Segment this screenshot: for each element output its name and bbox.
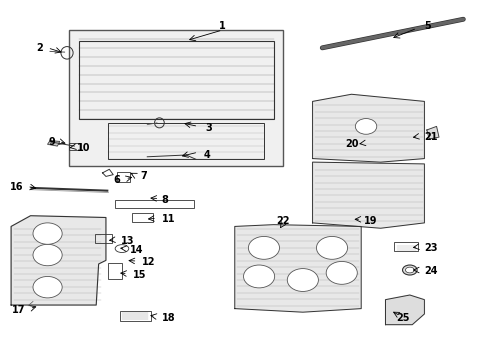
Text: 14: 14	[130, 245, 143, 255]
Polygon shape	[426, 126, 438, 139]
Circle shape	[287, 269, 318, 292]
Circle shape	[316, 237, 347, 259]
Text: 13: 13	[120, 236, 134, 246]
FancyBboxPatch shape	[69, 30, 283, 166]
Text: 9: 9	[48, 138, 55, 148]
Text: 20: 20	[345, 139, 358, 149]
Polygon shape	[11, 216, 106, 305]
Circle shape	[248, 237, 279, 259]
Polygon shape	[312, 162, 424, 228]
Circle shape	[243, 265, 274, 288]
Polygon shape	[47, 141, 60, 146]
Text: 11: 11	[162, 214, 175, 224]
Text: 6: 6	[114, 175, 120, 185]
Circle shape	[33, 276, 62, 298]
Circle shape	[325, 261, 357, 284]
Ellipse shape	[405, 267, 413, 273]
Text: 10: 10	[77, 143, 90, 153]
Text: 25: 25	[395, 312, 408, 323]
Text: 23: 23	[424, 243, 437, 253]
Text: 17: 17	[12, 305, 26, 315]
Text: 5: 5	[424, 21, 430, 31]
Text: 4: 4	[203, 150, 209, 160]
Text: 19: 19	[363, 216, 376, 226]
Text: 12: 12	[142, 257, 156, 267]
Polygon shape	[312, 94, 424, 162]
Ellipse shape	[402, 265, 416, 275]
Text: 3: 3	[205, 123, 212, 133]
Text: 18: 18	[162, 312, 175, 323]
Text: 7: 7	[140, 171, 146, 181]
Text: 15: 15	[132, 270, 146, 280]
Text: 8: 8	[162, 195, 168, 204]
Text: 22: 22	[276, 216, 289, 226]
Text: 2: 2	[36, 43, 42, 53]
Circle shape	[33, 244, 62, 266]
Text: 21: 21	[424, 132, 437, 142]
Circle shape	[33, 223, 62, 244]
Text: 16: 16	[10, 182, 23, 192]
Text: 1: 1	[219, 21, 225, 31]
Polygon shape	[385, 295, 424, 325]
Polygon shape	[234, 225, 361, 312]
Bar	[79, 41, 273, 119]
Circle shape	[355, 118, 376, 134]
Text: 24: 24	[424, 266, 437, 276]
